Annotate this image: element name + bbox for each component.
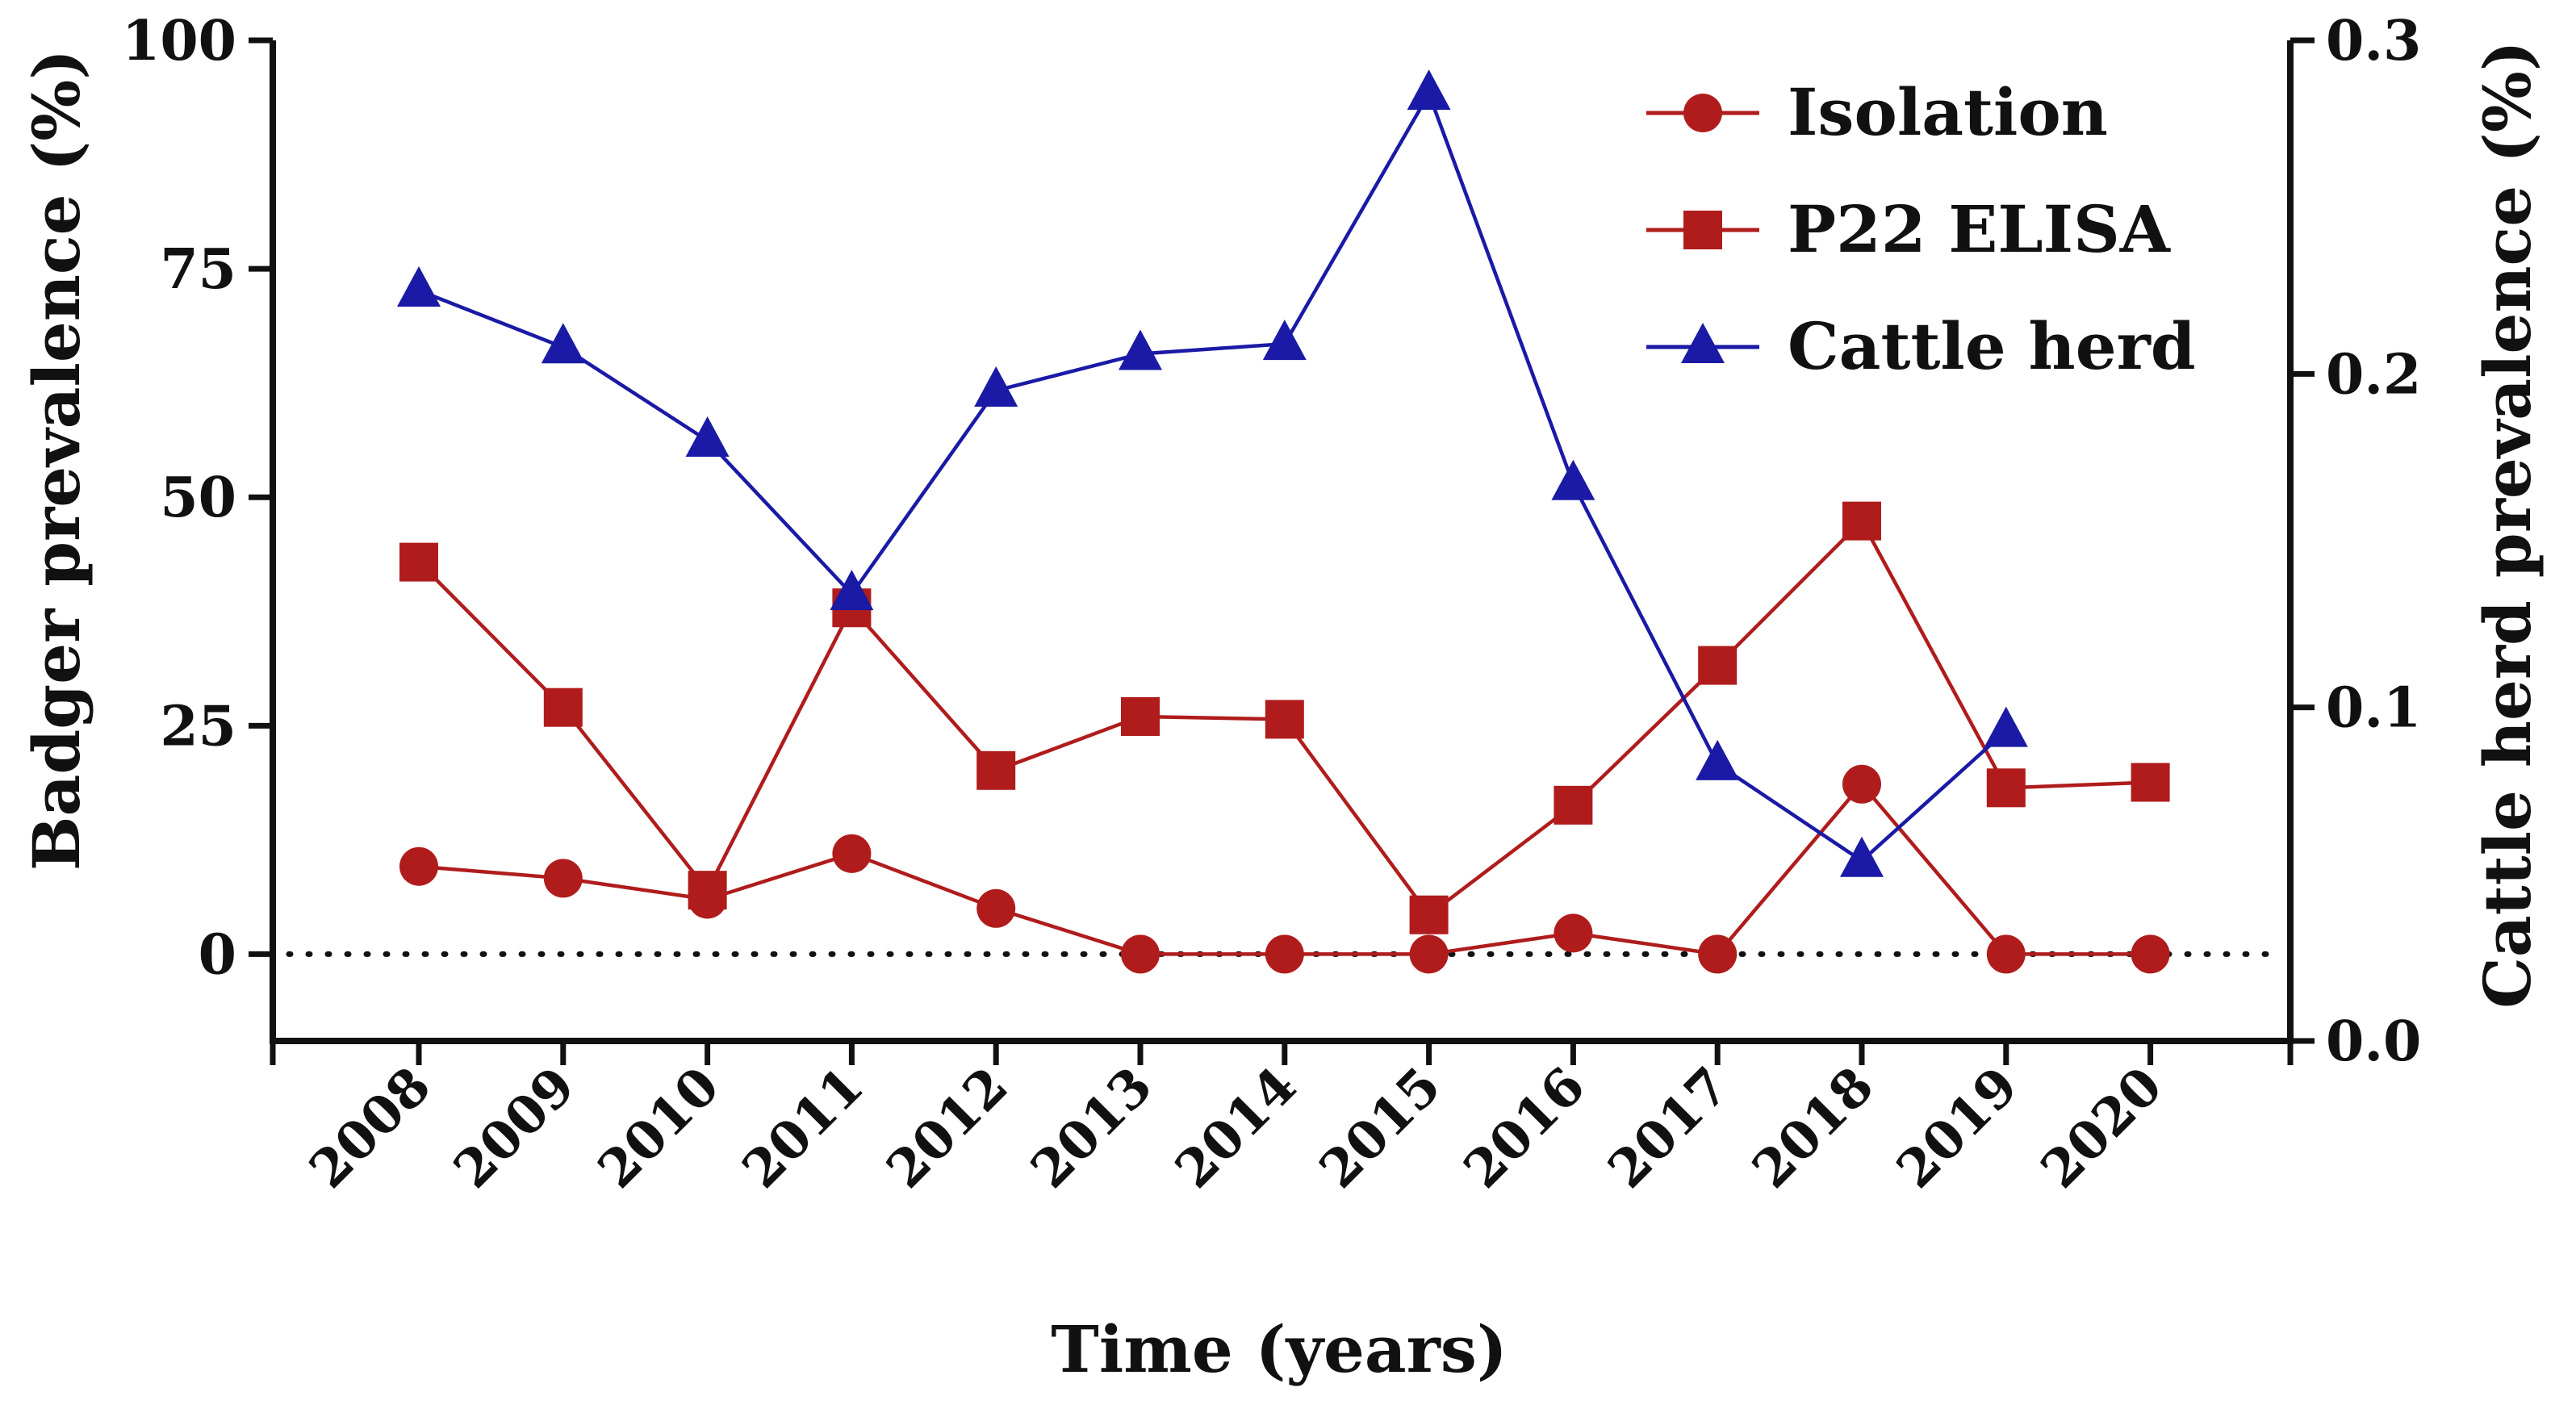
data-point-p22-elisa <box>1121 696 1160 736</box>
x-tick-label: 2011 <box>731 1055 876 1200</box>
y-right-tick-label: 0.1 <box>2326 676 2421 741</box>
data-point-isolation <box>976 888 1016 928</box>
data-point-isolation <box>1121 934 1160 974</box>
legend-marker-p22-elisa <box>1683 211 1722 249</box>
data-point-cattle-herd <box>1262 320 1307 361</box>
x-tick-label: 2013 <box>1019 1055 1164 1200</box>
x-tick-label: 2014 <box>1164 1055 1308 1200</box>
data-point-isolation <box>2131 934 2170 974</box>
data-point-p22-elisa <box>1698 646 1738 685</box>
data-point-p22-elisa <box>399 542 438 582</box>
series-line-cattle-herd <box>418 89 2008 863</box>
x-tick-label: 2017 <box>1597 1055 1742 1200</box>
data-point-cattle-herd <box>974 366 1018 407</box>
y-left-tick-label: 50 <box>160 466 236 530</box>
data-point-isolation <box>543 859 583 898</box>
x-tick-label: 2009 <box>442 1055 587 1200</box>
series-group <box>397 69 2170 974</box>
x-tick-label: 2015 <box>1308 1055 1453 1200</box>
y-left-tick-label: 100 <box>122 9 236 73</box>
data-point-p22-elisa <box>543 688 583 727</box>
legend-label-isolation: Isolation <box>1788 74 2108 150</box>
x-tick-label: 2019 <box>1885 1055 2030 1200</box>
x-tick-label: 2012 <box>876 1055 1020 1200</box>
y-axis-right-title: Cattle herd prevalence (%) <box>2469 40 2545 1009</box>
x-axis-title: Time (years) <box>1051 1311 1507 1387</box>
data-point-cattle-herd <box>1840 836 1884 877</box>
legend: Isolation P22 ELISA Cattle herd <box>1646 74 2196 384</box>
data-point-isolation <box>399 846 438 886</box>
y-right-tick-label: 0.0 <box>2326 1009 2421 1074</box>
data-point-isolation <box>1986 934 2026 974</box>
data-point-cattle-herd <box>1119 329 1162 370</box>
data-point-p22-elisa <box>1265 700 1304 739</box>
x-tick-label: 2008 <box>298 1055 442 1200</box>
x-tick-label: 2016 <box>1453 1055 1597 1200</box>
legend-marker-cattle-herd <box>1681 323 1725 363</box>
data-point-p22-elisa <box>2131 763 2170 802</box>
data-point-p22-elisa <box>1409 895 1449 934</box>
y-left-tick-label: 0 <box>199 922 236 987</box>
data-point-isolation <box>1265 934 1304 974</box>
data-point-p22-elisa <box>1842 501 1881 541</box>
data-point-cattle-herd <box>1984 706 2028 747</box>
data-point-isolation <box>832 834 872 873</box>
data-point-cattle-herd <box>1551 459 1595 500</box>
y-right-tick-label: 0.2 <box>2326 342 2421 407</box>
x-tick-label: 2018 <box>1741 1055 1885 1200</box>
series-line-isolation <box>418 781 2151 956</box>
data-point-isolation <box>1842 764 1881 804</box>
y-left-tick-label: 25 <box>160 694 236 759</box>
data-point-cattle-herd <box>830 570 874 611</box>
data-point-cattle-herd <box>685 416 730 457</box>
x-tick-label: 2010 <box>587 1055 731 1200</box>
data-point-cattle-herd <box>397 266 441 307</box>
data-point-p22-elisa <box>1554 785 1593 825</box>
data-point-isolation <box>1409 934 1449 974</box>
data-point-isolation <box>1698 934 1738 974</box>
y-right-tick-label: 0.3 <box>2326 9 2421 73</box>
data-point-cattle-herd <box>1696 739 1740 780</box>
data-point-cattle-herd <box>541 323 585 364</box>
data-point-isolation <box>1554 913 1593 953</box>
x-tick-label: 2020 <box>2030 1055 2174 1200</box>
legend-marker-isolation <box>1683 94 1722 132</box>
data-point-p22-elisa <box>1986 768 2026 808</box>
legend-label-p22-elisa: P22 ELISA <box>1788 191 2171 267</box>
y-left-tick-label: 75 <box>160 237 236 302</box>
data-point-p22-elisa <box>688 871 727 910</box>
y-axis-left-title: Badger prevalence (%) <box>19 49 94 871</box>
data-point-cattle-herd <box>1407 69 1451 111</box>
data-point-p22-elisa <box>976 750 1016 790</box>
legend-label-cattle-herd: Cattle herd <box>1788 308 2196 384</box>
